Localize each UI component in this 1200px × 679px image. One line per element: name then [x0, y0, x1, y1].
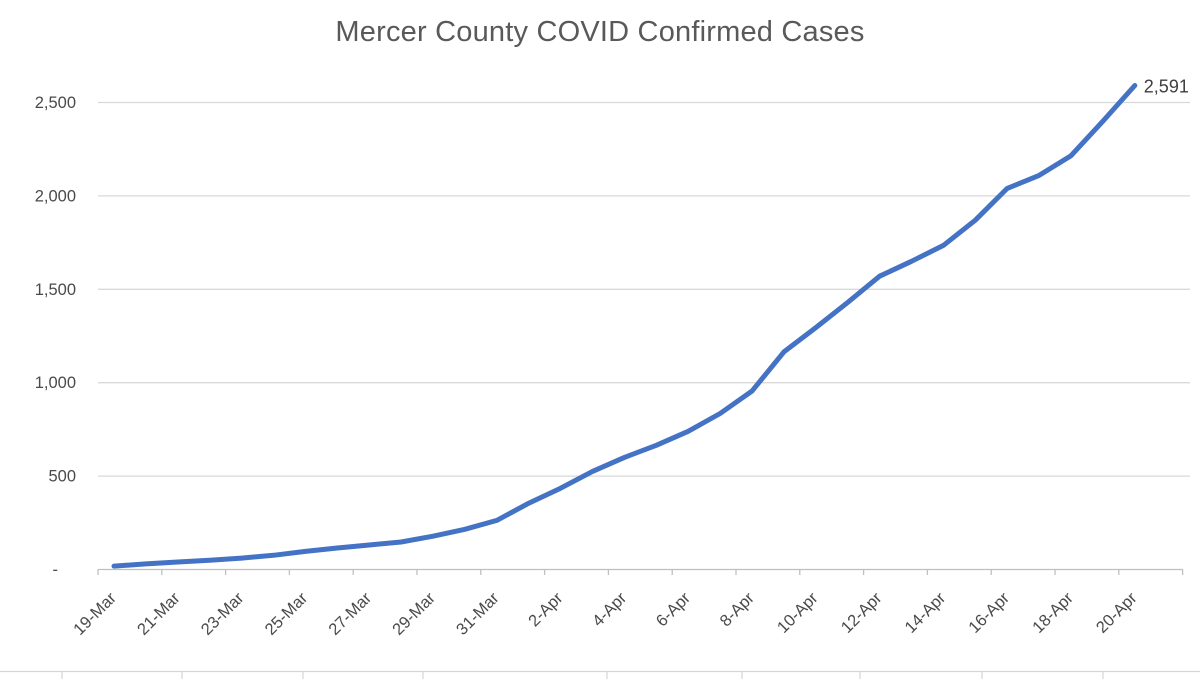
covid-cases-line — [111, 83, 1138, 569]
x-tick-label: 2-Apr — [525, 589, 567, 631]
x-tick-label: 19-Mar — [70, 589, 120, 639]
last-point-data-label: 2,591 — [1144, 77, 1189, 97]
y-tick-label: - — [53, 561, 59, 579]
x-tick-label: 29-Mar — [389, 589, 439, 639]
x-tick-label: 27-Mar — [325, 589, 375, 639]
x-tick-label: 21-Mar — [134, 589, 184, 639]
x-tick-label: 8-Apr — [717, 589, 759, 631]
x-tick-label: 18-Apr — [1029, 589, 1077, 637]
y-tick-label: 2,000 — [35, 187, 76, 205]
chart-title: Mercer County COVID Confirmed Cases — [335, 16, 865, 48]
y-tick-label: 1,000 — [35, 374, 76, 392]
y-tick-label: 500 — [48, 468, 76, 486]
x-tick-label: 31-Mar — [453, 589, 503, 639]
x-tick-label: 25-Mar — [262, 589, 312, 639]
x-tick-label: 12-Apr — [838, 589, 886, 637]
x-tick-label: 4-Apr — [589, 589, 631, 631]
x-tick-label: 23-Mar — [198, 589, 248, 639]
x-tick-label: 16-Apr — [965, 589, 1013, 637]
y-tick-label: 2,500 — [35, 94, 76, 112]
x-tick-label: 14-Apr — [901, 589, 949, 637]
x-tick-label: 10-Apr — [774, 589, 822, 637]
x-tick-label: 20-Apr — [1093, 589, 1141, 637]
x-tick-label: 6-Apr — [653, 589, 695, 631]
y-tick-label: 1,500 — [35, 281, 76, 299]
